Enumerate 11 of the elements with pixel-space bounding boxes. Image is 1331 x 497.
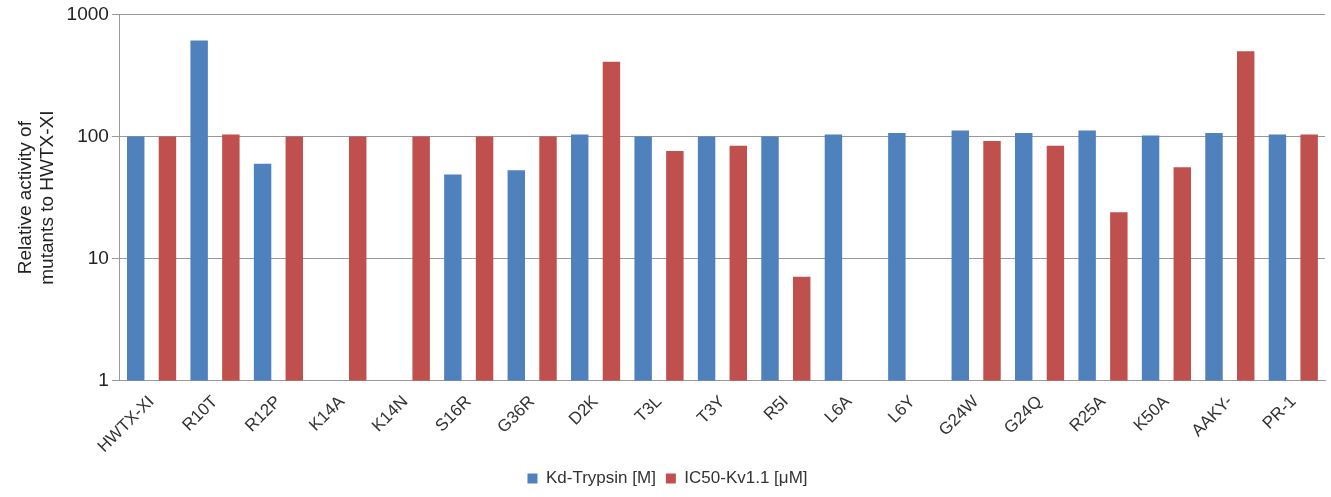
x-tick-label: L6A xyxy=(820,391,856,427)
legend-label: IC50-Kv1.1 [μM] xyxy=(684,468,808,488)
legend-label: Kd-Trypsin [M] xyxy=(545,468,656,488)
y-tick-label: 100 xyxy=(77,124,109,146)
y-tick-label: 1 xyxy=(98,369,109,391)
y-axis-title: Relative activity of mutants to HWTX-XI xyxy=(13,110,58,285)
x-tick-label: T3Y xyxy=(693,391,729,428)
x-tick-label: T3L xyxy=(631,391,666,426)
y-tick-label: 1000 xyxy=(66,2,109,24)
y-tick-label: 10 xyxy=(87,246,109,268)
x-tick-label: R5I xyxy=(759,391,792,424)
